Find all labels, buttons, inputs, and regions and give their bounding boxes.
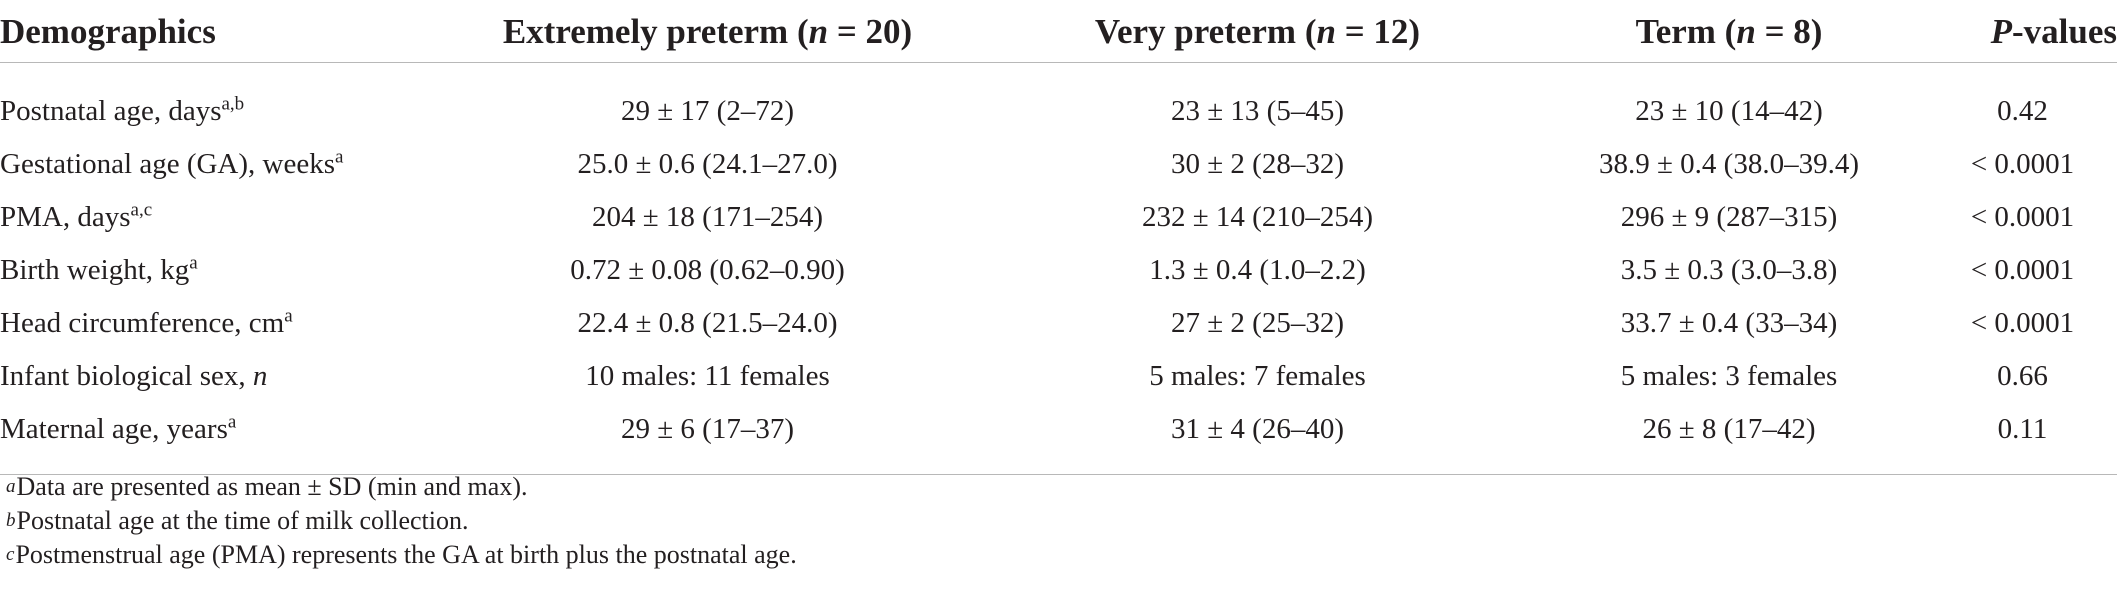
cell-term: 33.7 ± 0.4 (33–34) xyxy=(1620,307,1838,339)
row-label: Gestational age (GA), weeksa xyxy=(0,146,344,180)
cell-p-value: < 0.0001 xyxy=(1970,148,2075,180)
cell-extremely-preterm: 29 ± 6 (17–37) xyxy=(621,413,794,445)
row-label: PMA, daysa,c xyxy=(0,199,153,233)
cell-extremely-preterm: 204 ± 18 (171–254) xyxy=(592,201,823,233)
footnote-text: Postmenstrual age (PMA) represents the G… xyxy=(15,540,797,569)
cell-extremely-preterm: 25.0 ± 0.6 (24.1–27.0) xyxy=(577,148,838,180)
header-demographics: Demographics xyxy=(0,11,216,51)
table-row: Maternal age, yearsa 29 ± 6 (17–37) 31 ±… xyxy=(0,403,2117,456)
footnote-c: c Postmenstrual age (PMA) represents the … xyxy=(6,540,797,569)
cell-p-value: 0.11 xyxy=(1997,413,2048,445)
header-term: Term (n = 8) xyxy=(1635,11,1823,51)
footnote-text: Postnatal age at the time of milk collec… xyxy=(16,506,469,535)
cell-term: 3.5 ± 0.3 (3.0–3.8) xyxy=(1620,254,1838,286)
row-label: Postnatal age, daysa,b xyxy=(0,93,245,127)
table-row: Postnatal age, daysa,b 29 ± 17 (2–72) 23… xyxy=(0,85,2117,138)
table-row: Gestational age (GA), weeksa 25.0 ± 0.6 … xyxy=(0,138,2117,191)
table-bottom-rule xyxy=(0,456,2117,475)
cell-extremely-preterm: 0.72 ± 0.08 (0.62–0.90) xyxy=(570,254,845,286)
table-header-row: Demographics Extremely preterm (n = 20) … xyxy=(0,0,2117,63)
cell-term: 38.9 ± 0.4 (38.0–39.4) xyxy=(1599,148,1859,180)
cell-p-value: 0.42 xyxy=(1997,95,2048,127)
cell-term: 5 males: 3 females xyxy=(1620,360,1838,392)
cell-extremely-preterm: 29 ± 17 (2–72) xyxy=(621,95,794,127)
footnote-text: Data are presented as mean ± SD (min and… xyxy=(16,472,528,501)
footnote-a: a Data are presented as mean ± SD (min an… xyxy=(6,472,528,501)
cell-p-value: < 0.0001 xyxy=(1970,307,2075,339)
table-row: Birth weight, kga 0.72 ± 0.08 (0.62–0.90… xyxy=(0,244,2117,297)
table-row: Infant biological sex, n 10 males: 11 fe… xyxy=(0,350,2117,403)
cell-very-preterm: 232 ± 14 (210–254) xyxy=(1142,201,1373,233)
row-label: Head circumference, cma xyxy=(0,305,293,339)
cell-very-preterm: 23 ± 13 (5–45) xyxy=(1171,95,1344,127)
footnote-b: b Postnatal age at the time of milk colle… xyxy=(6,506,469,535)
header-very-preterm: Very preterm (n = 12) xyxy=(1094,11,1421,51)
cell-very-preterm: 31 ± 4 (26–40) xyxy=(1171,413,1344,445)
header-extremely-preterm: Extremely preterm (n = 20) xyxy=(502,11,913,51)
cell-very-preterm: 5 males: 7 females xyxy=(1149,360,1366,392)
cell-term: 26 ± 8 (17–42) xyxy=(1642,413,1816,445)
cell-term: 296 ± 9 (287–315) xyxy=(1620,201,1838,233)
cell-p-value: 0.66 xyxy=(1997,360,2048,392)
demographics-table: Demographics Extremely preterm (n = 20) … xyxy=(0,0,2117,475)
table-row: Head circumference, cma 22.4 ± 0.8 (21.5… xyxy=(0,297,2117,350)
cell-p-value: < 0.0001 xyxy=(1970,201,2075,233)
cell-extremely-preterm: 10 males: 11 females xyxy=(585,360,830,392)
cell-very-preterm: 1.3 ± 0.4 (1.0–2.2) xyxy=(1149,254,1366,286)
cell-very-preterm: 27 ± 2 (25–32) xyxy=(1171,307,1344,339)
table-footnotes: a Data are presented as mean ± SD (min an… xyxy=(6,470,797,572)
cell-term: 23 ± 10 (14–42) xyxy=(1635,95,1823,127)
cell-p-value: < 0.0001 xyxy=(1970,254,2075,286)
row-label: Maternal age, yearsa xyxy=(0,411,237,445)
row-label: Infant biological sex, n xyxy=(0,360,268,392)
cell-extremely-preterm: 22.4 ± 0.8 (21.5–24.0) xyxy=(577,307,838,339)
table-row: PMA, daysa,c 204 ± 18 (171–254) 232 ± 14… xyxy=(0,191,2117,244)
row-label: Birth weight, kga xyxy=(0,252,198,286)
header-p-values: P-values xyxy=(1990,11,2117,51)
cell-very-preterm: 30 ± 2 (28–32) xyxy=(1171,148,1344,180)
